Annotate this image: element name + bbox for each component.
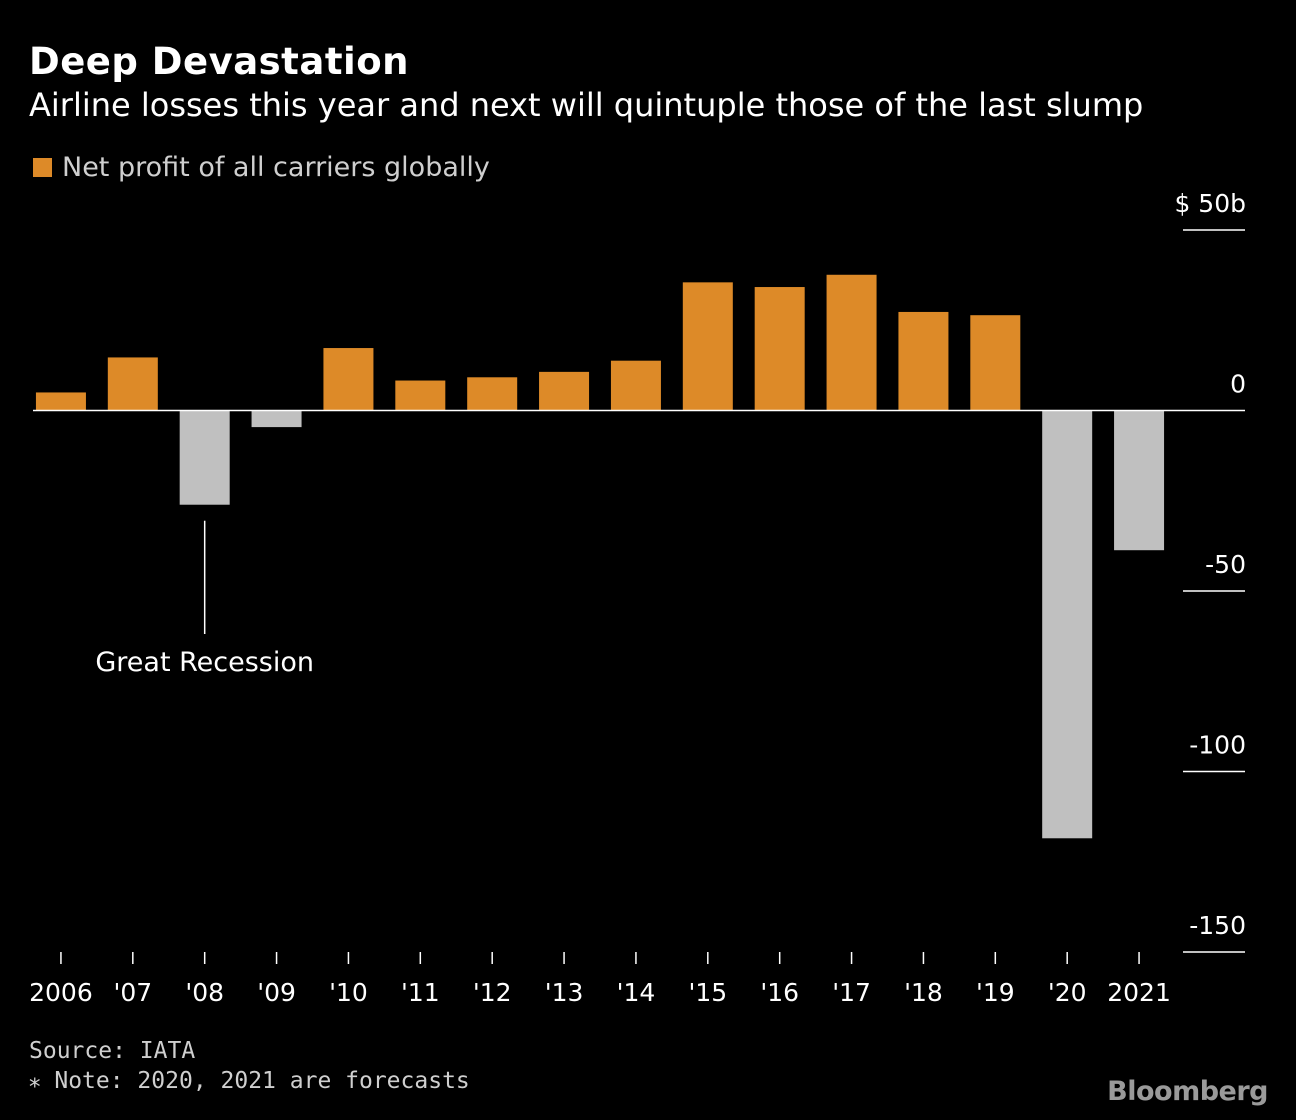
- bar-4: [323, 348, 374, 411]
- bar-8: [610, 360, 661, 411]
- chart-title: Deep Devastation: [29, 40, 409, 83]
- x-tick-label-8: '14: [617, 978, 656, 1007]
- bar-12: [898, 311, 949, 411]
- x-tick-label-2: '08: [185, 978, 224, 1007]
- x-tick-label-7: '13: [545, 978, 584, 1007]
- x-tick-label-0: 2006: [29, 978, 93, 1007]
- chart-subtitle: Airline losses this year and next will q…: [29, 86, 1144, 124]
- bar-5: [395, 380, 446, 411]
- x-tick-label-10: '16: [760, 978, 799, 1007]
- bloomberg-logo: Bloomberg: [1107, 1076, 1268, 1107]
- x-tick-label-3: '09: [257, 978, 296, 1007]
- forecast-note: ⁎ Note: 2020, 2021 are forecasts: [29, 1068, 470, 1094]
- bar-14: [1042, 410, 1093, 839]
- x-tick-label-13: '19: [976, 978, 1015, 1007]
- annotation-label: Great Recession: [95, 647, 314, 678]
- y-tick-label-3: -100: [1189, 731, 1246, 760]
- bar-2: [179, 410, 230, 505]
- y-tick-label-0: $ 50b: [1174, 189, 1246, 218]
- x-tick-label-12: '18: [904, 978, 943, 1007]
- bar-6: [467, 377, 518, 411]
- y-tick-label-1: 0: [1230, 370, 1246, 399]
- x-tick-label-14: '20: [1048, 978, 1087, 1007]
- x-tick-label-9: '15: [688, 978, 727, 1007]
- bar-7: [539, 371, 590, 411]
- legend: Net profit of all carriers globally: [33, 152, 490, 183]
- bar-9: [682, 282, 733, 411]
- bar-3: [251, 410, 302, 428]
- bar-11: [826, 274, 877, 411]
- source-note: Source: IATA: [29, 1038, 196, 1064]
- x-tick-label-11: '17: [832, 978, 871, 1007]
- x-tick-label-5: '11: [401, 978, 440, 1007]
- y-tick-label-4: -150: [1189, 911, 1246, 940]
- bar-0: [35, 392, 86, 411]
- bar-13: [970, 315, 1021, 411]
- legend-swatch: [33, 158, 52, 177]
- bar-10: [754, 287, 805, 411]
- x-tick-label-4: '10: [329, 978, 368, 1007]
- bar-1: [107, 357, 158, 411]
- bar-15: [1114, 410, 1165, 551]
- x-tick-label-15: 2021: [1107, 978, 1171, 1007]
- legend-label: Net profit of all carriers globally: [62, 152, 490, 183]
- y-tick-label-2: -50: [1205, 550, 1246, 579]
- x-tick-label-1: '07: [113, 978, 152, 1007]
- x-tick-label-6: '12: [473, 978, 512, 1007]
